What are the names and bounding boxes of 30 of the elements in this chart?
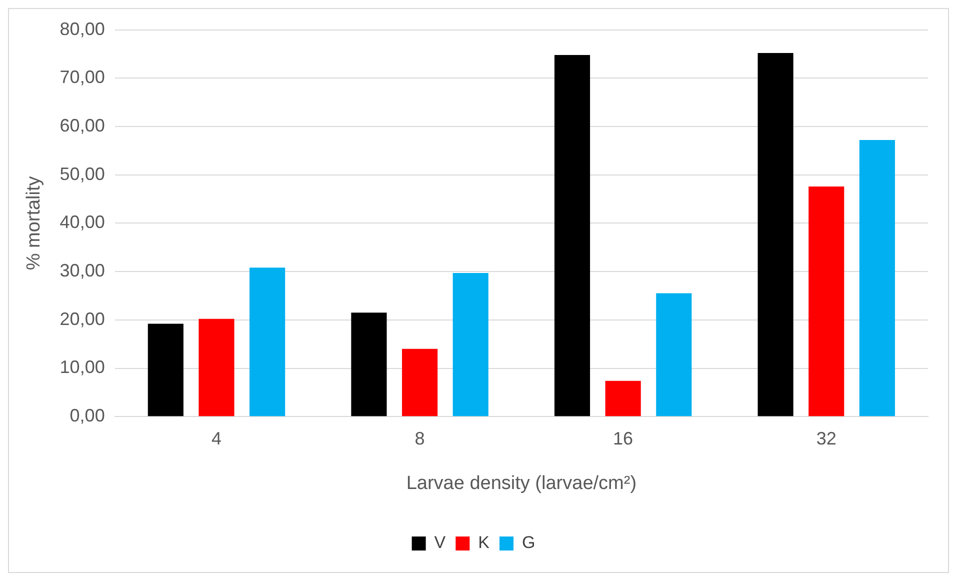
bar [148,324,184,416]
x-axis-title: Larvae density (larvae/cm²) [406,472,637,494]
x-tick-label: 32 [816,428,836,448]
y-tick-label: 50,00 [60,164,105,184]
x-tick-label: 8 [414,428,425,448]
bar [351,312,387,416]
y-tick-label: 60,00 [60,115,105,136]
y-tick-label: 30,00 [60,260,105,281]
bar [808,186,844,416]
y-tick-label: 80,00 [60,18,105,39]
y-tick-label: 70,00 [60,67,105,88]
x-tick-label: 16 [613,428,634,448]
bar [758,53,794,416]
bar [402,348,438,416]
legend-label: V [434,533,446,552]
bar [250,268,286,416]
legend-label: K [478,533,490,552]
bar [656,293,692,416]
bar [859,140,895,416]
bar [452,273,488,416]
y-axis-title: % mortality [24,176,45,270]
x-tick-label: 4 [211,428,222,448]
bar [605,380,641,416]
y-tick-label: 10,00 [60,357,105,378]
legend-label: G [522,533,536,552]
y-tick-label: 0,00 [70,406,105,426]
y-tick-label: 40,00 [60,212,105,232]
bar [198,318,234,416]
y-tick-label: 20,00 [60,308,105,329]
bar [554,54,590,416]
